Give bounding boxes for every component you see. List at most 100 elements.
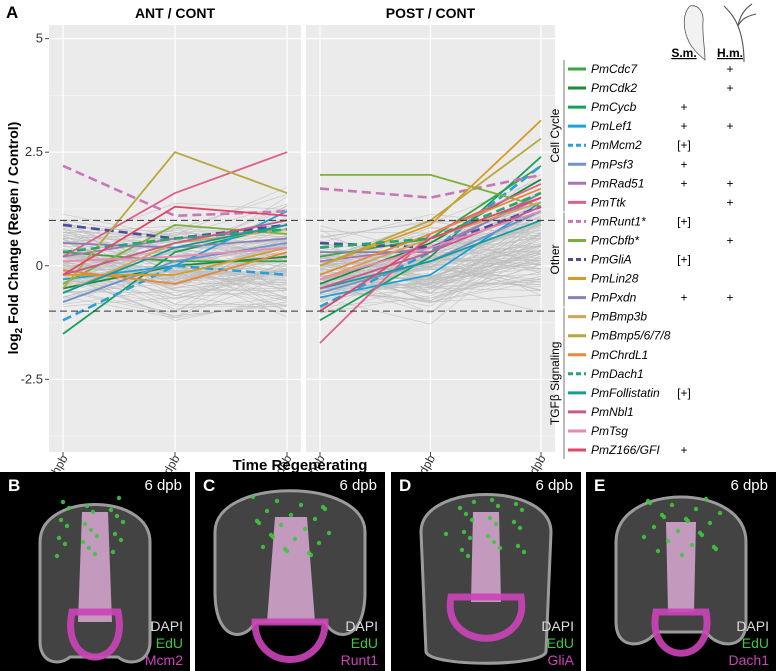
edu-spot	[487, 515, 493, 521]
legend-sm-mark: +	[680, 443, 687, 457]
edu-spot	[92, 551, 98, 557]
background-gene-traces	[319, 174, 542, 325]
legend-gene-label: PmCdc7	[591, 62, 638, 76]
micrograph-timepoint: 6 dpb	[339, 477, 377, 494]
background-gene-trace	[319, 223, 542, 259]
legend-gene-label: PmTsg	[591, 424, 628, 438]
hofstenia-silhouette-icon	[723, 3, 757, 63]
edu-spot	[326, 530, 332, 536]
edu-spot	[493, 521, 499, 527]
background-gene-trace	[62, 194, 288, 257]
x-tick-label: 3 dpb	[411, 452, 438, 472]
x-tick-label: 6 dpb	[521, 452, 548, 472]
edu-spot	[443, 531, 449, 537]
background-gene-trace	[62, 283, 288, 307]
legend-gene-label: PmRunt1*	[591, 214, 646, 228]
y-tick-label: 2.5	[25, 144, 43, 159]
micrograph-panel-label: E	[594, 476, 606, 495]
micrograph-panel-label: D	[399, 476, 412, 495]
series-line-pmnbl1	[62, 219, 288, 276]
gut-signal	[78, 512, 112, 622]
background-gene-trace	[62, 186, 288, 243]
micrograph-channel-label: EdU	[741, 635, 769, 651]
y-axis-label: log2 Fold Change (Regen / Control)	[5, 122, 25, 355]
edu-spot	[467, 535, 473, 541]
legend-sm-mark: [+]	[677, 253, 691, 267]
edu-spot	[707, 520, 713, 526]
background-gene-trace	[319, 251, 542, 299]
micrograph-image	[38, 495, 152, 664]
legend-gene-label: PmDach1	[591, 367, 644, 381]
edu-spot	[54, 553, 60, 559]
series-line-pmmcm2	[319, 164, 542, 308]
edu-spot	[88, 527, 94, 533]
micrograph-image	[213, 489, 367, 663]
series-line-pmttk	[62, 151, 288, 258]
edu-spot	[254, 518, 260, 524]
edu-spot	[288, 512, 294, 518]
legend-hm-mark: +	[726, 81, 733, 95]
background-gene-trace	[319, 202, 542, 254]
legend-gene-label: PmLef1	[591, 119, 632, 133]
edu-spot	[697, 530, 703, 536]
legend-hm-mark: +	[726, 176, 733, 190]
edu-spot	[495, 503, 501, 509]
micrograph-timepoint: 6 dpb	[535, 477, 573, 494]
edu-spot	[80, 539, 86, 545]
micrograph-d: D 6 dpb DAPI EdU GliA	[391, 472, 581, 671]
edu-spot	[497, 545, 503, 551]
legend-hm-mark: +	[726, 233, 733, 247]
series-line-pmmcm2	[62, 264, 288, 322]
edu-spot	[457, 505, 463, 511]
micrograph-timepoint: 6 dpb	[144, 477, 182, 494]
edu-spot	[292, 536, 298, 542]
edu-spot	[669, 502, 675, 508]
edu-spot	[645, 498, 651, 504]
series-line-pmcbfb-	[320, 174, 542, 208]
series-line-pmchrdl1	[62, 251, 288, 285]
background-gene-trace	[319, 263, 542, 283]
edu-spot	[465, 553, 471, 559]
edu-spot	[56, 535, 62, 541]
legend-sm-mark: +	[680, 176, 687, 190]
legend-gene-label: PmZ166/GFI	[591, 443, 660, 457]
edu-spot	[260, 544, 266, 550]
micrograph-panel-label: B	[8, 476, 21, 495]
micrograph-channel-label: EdU	[546, 635, 574, 651]
background-gene-trace	[319, 221, 542, 260]
edu-spot	[659, 512, 665, 518]
edu-spot	[302, 526, 308, 532]
micrograph-image	[419, 493, 553, 665]
x-tick-label: 3 dpb	[155, 452, 182, 472]
micrograph-timepoint: 6 dpb	[730, 477, 768, 494]
background-gene-trace	[62, 202, 288, 246]
background-gene-trace	[319, 222, 542, 263]
series-line-pmlef1	[319, 201, 542, 299]
micrograph-image	[614, 495, 748, 657]
series-line-pmrunt1-	[319, 173, 542, 199]
edu-spot	[689, 542, 695, 548]
edu-spot	[62, 541, 68, 547]
edu-spot	[679, 552, 685, 558]
background-gene-trace	[62, 233, 288, 252]
edu-spot	[118, 537, 124, 543]
legend-gene-label: PmMcm2	[591, 138, 642, 152]
edu-spot	[491, 539, 497, 545]
series-line-pmbmp5-6-7-8	[62, 151, 288, 290]
micrograph-channel-label: DAPI	[736, 618, 769, 634]
edu-spot	[60, 499, 66, 505]
stain-signal	[251, 618, 329, 663]
legend-group-label: TGFβ Signaling	[548, 342, 562, 426]
legend-column-header: H.m.	[717, 46, 743, 60]
legend-hm-mark: +	[726, 119, 733, 133]
edu-spot	[86, 545, 92, 551]
edu-spot	[711, 544, 717, 550]
edu-spot	[268, 532, 274, 538]
gut-signal	[666, 522, 696, 612]
legend-gene-label: PmLin28	[591, 272, 639, 286]
edu-spot	[108, 507, 114, 513]
edu-spot	[515, 543, 521, 549]
micrograph-channel-label: DAPI	[345, 618, 378, 634]
gut-signal	[267, 517, 315, 622]
